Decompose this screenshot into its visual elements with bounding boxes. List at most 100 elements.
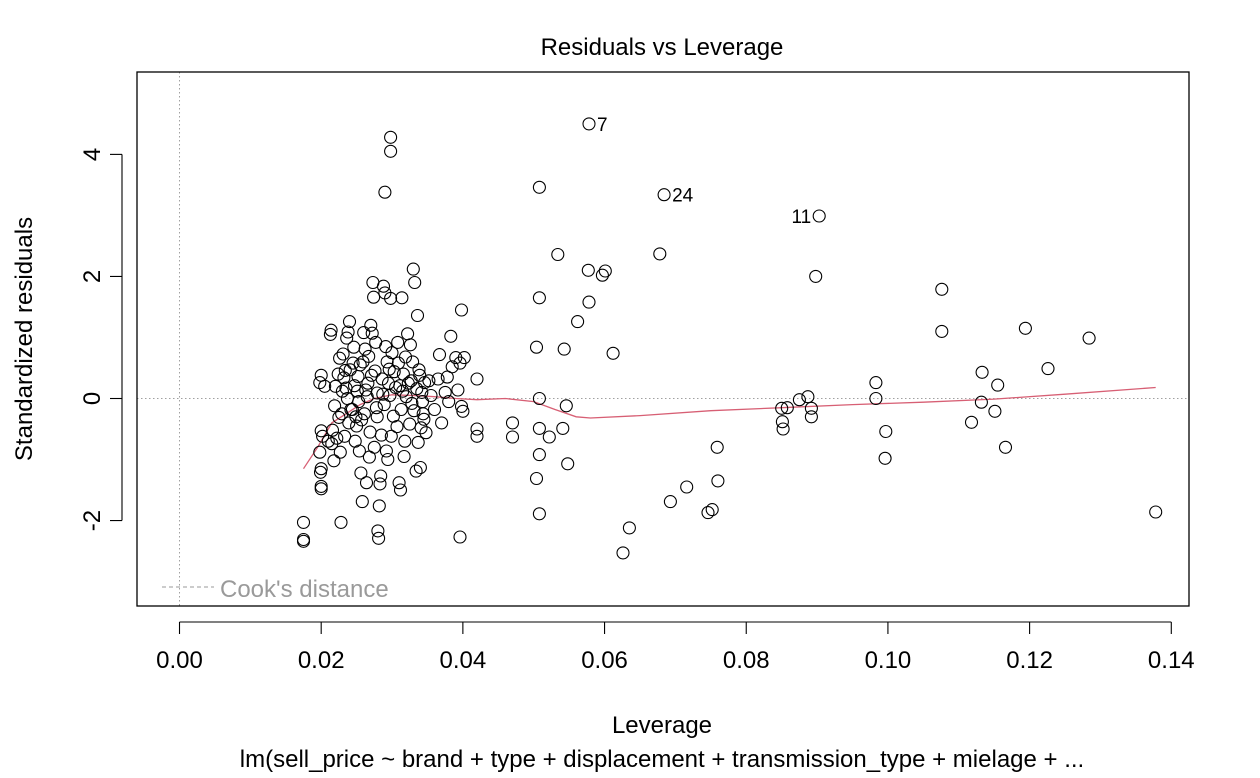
data-point: [406, 355, 420, 369]
data-point: [804, 410, 818, 424]
data-point: [333, 351, 347, 365]
data-point: [975, 365, 989, 379]
data-point: [1082, 331, 1096, 345]
data-point: [711, 474, 725, 488]
data-point: [532, 291, 546, 305]
data-point: [384, 144, 398, 158]
data-point: [340, 331, 354, 345]
point-id-label: 24: [672, 186, 694, 207]
x-tick-label: 0.00: [156, 647, 203, 674]
data-point: [405, 396, 419, 410]
data-point: [417, 412, 431, 426]
data-point: [372, 499, 386, 513]
legend: Cook's distance: [162, 576, 389, 603]
data-point: [705, 503, 719, 517]
data-point: [451, 383, 465, 397]
data-point: [318, 379, 332, 393]
data-point: [397, 449, 411, 464]
y-axis-label: Standardized residuals: [11, 217, 38, 461]
data-point: [357, 326, 371, 340]
data-point: [454, 399, 469, 413]
data-point: [296, 515, 311, 529]
data-point: [453, 530, 467, 544]
data-point: [776, 422, 790, 436]
data-point: [809, 269, 823, 283]
data-point: [879, 424, 893, 439]
y-tick-label: -2: [79, 510, 106, 531]
data-point: [606, 346, 620, 360]
data-point: [374, 469, 388, 483]
data-point: [435, 416, 449, 430]
data-point: [559, 399, 573, 413]
data-point: [653, 247, 667, 261]
data-point: [412, 363, 426, 377]
data-point: [376, 279, 391, 293]
data-point: [341, 325, 355, 339]
data-point: [387, 365, 401, 379]
data-point: [330, 431, 344, 445]
data-point: [532, 507, 546, 521]
x-tick-label: 0.06: [581, 647, 628, 674]
data-point: [378, 185, 392, 199]
data-point: [991, 378, 1005, 392]
data-point: [438, 385, 452, 399]
data-point: [804, 401, 818, 415]
reference-lines: [137, 72, 1189, 606]
data-point: [878, 451, 892, 465]
data-point: [361, 376, 375, 390]
data-point: [1149, 505, 1163, 519]
data-point: [371, 524, 385, 538]
data-point: [988, 404, 1002, 418]
data-point: [349, 410, 363, 424]
data-point: [313, 445, 327, 459]
data-point: [394, 402, 408, 417]
data-point: [362, 349, 376, 363]
data-point: [505, 416, 520, 430]
x-tick-label: 0.02: [298, 647, 345, 674]
x-tick-label: 0.08: [723, 647, 770, 674]
data-point: [449, 351, 463, 365]
data-point: [325, 423, 340, 437]
data-point: [561, 457, 575, 471]
data-point: [557, 342, 571, 356]
data-point: [470, 372, 484, 386]
data-point: [571, 315, 585, 329]
data-point: [529, 340, 544, 354]
data-point: [663, 495, 677, 509]
data-point: [529, 471, 544, 486]
data-point: [456, 404, 470, 418]
data-point: [346, 356, 360, 370]
data-point: [470, 422, 484, 436]
data-point: [532, 180, 546, 194]
data-point: [379, 340, 393, 354]
data-point: [454, 303, 469, 317]
data-point: [375, 372, 389, 386]
data-point: [355, 495, 369, 509]
data-point: [369, 401, 383, 415]
data-point: [406, 262, 420, 276]
data-point: [390, 420, 404, 434]
data-point: [373, 477, 387, 491]
x-tick-label: 0.14: [1148, 647, 1195, 674]
data-point: [364, 318, 378, 332]
data-point: [314, 482, 328, 496]
data-point: [551, 247, 565, 262]
data-point: [332, 410, 346, 424]
data-point: [413, 368, 427, 382]
data-point: [1018, 321, 1032, 335]
data-point: [431, 372, 445, 386]
data-point: [391, 335, 405, 349]
data-point: [393, 483, 408, 497]
data-point: [392, 476, 406, 490]
data-point: [801, 390, 815, 404]
data-point: [395, 291, 409, 305]
data-point: [812, 209, 826, 223]
data-point: [408, 275, 422, 290]
data-point: [328, 399, 342, 413]
point-labels-layer: 7 24 11: [597, 115, 811, 228]
x-axis-label: Leverage: [612, 712, 712, 739]
data-point: [363, 425, 377, 439]
data-point: [935, 282, 949, 296]
